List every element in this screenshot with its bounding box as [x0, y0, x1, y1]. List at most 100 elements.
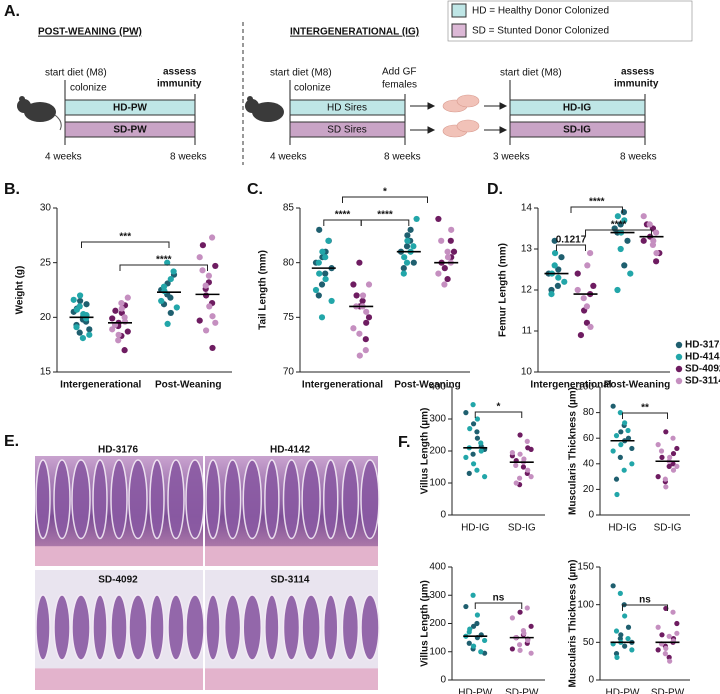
- data-point: [555, 274, 562, 281]
- data-point: [663, 645, 669, 651]
- data-point: [161, 287, 168, 295]
- data-point: [173, 304, 180, 311]
- data-point: [666, 633, 672, 639]
- data-point: [401, 254, 408, 261]
- data-point: [362, 347, 369, 354]
- y-tick-label: 25: [40, 257, 52, 268]
- data-point: [410, 259, 417, 266]
- significance-bracket: [474, 602, 523, 609]
- villus: [282, 594, 301, 661]
- data-point: [674, 620, 680, 627]
- label: start diet (M8): [45, 68, 107, 79]
- y-tick-label: 11: [522, 326, 533, 337]
- data-point: [205, 272, 212, 279]
- cohort-label: SD Sires: [327, 125, 366, 136]
- data-point: [158, 297, 165, 305]
- data-point: [73, 324, 80, 331]
- data-point: [356, 259, 363, 266]
- legend-swatch: [675, 341, 683, 349]
- cohort-bar: [64, 121, 196, 138]
- data-point: [640, 237, 647, 244]
- label: 4 weeks: [270, 152, 307, 163]
- data-point: [614, 491, 620, 498]
- data-point: [610, 448, 616, 454]
- data-point: [650, 237, 657, 244]
- data-point: [86, 326, 93, 333]
- significance-label: ****: [156, 255, 172, 266]
- data-point: [318, 314, 326, 321]
- y-tick-label: 0: [440, 675, 446, 686]
- data-point: [525, 445, 531, 451]
- data-point: [622, 613, 628, 619]
- data-point: [646, 221, 653, 228]
- data-point: [551, 262, 558, 269]
- data-point: [83, 301, 90, 308]
- data-point: [478, 440, 484, 446]
- y-tick-label: 75: [283, 312, 295, 323]
- villus: [35, 459, 51, 540]
- data-point: [444, 254, 452, 261]
- villus: [323, 459, 339, 540]
- data-point: [466, 470, 472, 476]
- panel-label: C.: [247, 181, 263, 198]
- x-tick-label: HD-IG: [461, 523, 490, 534]
- villus: [205, 459, 221, 540]
- villus: [167, 594, 185, 661]
- panel-label: E.: [4, 433, 19, 450]
- data-point: [659, 632, 665, 638]
- villus: [110, 459, 128, 540]
- y-tick-label: 85: [283, 203, 295, 214]
- data-point: [470, 592, 476, 598]
- data-point: [551, 250, 559, 257]
- pup-icons: [442, 94, 480, 138]
- cohort-label: SD-IG: [563, 125, 591, 136]
- data-point: [474, 612, 481, 618]
- data-point: [625, 435, 632, 441]
- data-point: [444, 275, 451, 283]
- y-axis-title: Weight (g): [15, 266, 26, 315]
- x-tick-label: Intergenerational: [530, 380, 611, 391]
- data-point: [509, 450, 515, 456]
- histology: E. HD-3176 HD-4142 SD-4092 SD-3114: [4, 433, 380, 690]
- data-point: [574, 270, 581, 277]
- data-point: [441, 265, 448, 272]
- data-point: [350, 325, 357, 332]
- data-point: [316, 226, 323, 233]
- villus: [92, 594, 108, 661]
- label: 8 weeks: [384, 152, 421, 163]
- data-point: [403, 259, 411, 266]
- y-tick-label: 20: [583, 484, 595, 495]
- mouse-icon: [245, 96, 284, 122]
- y-tick-label: 200: [429, 446, 446, 457]
- data-point: [666, 463, 672, 469]
- data-point: [548, 291, 555, 298]
- data-point: [164, 259, 171, 266]
- data-point: [70, 296, 77, 303]
- villus: [185, 459, 205, 540]
- arrows: [410, 102, 508, 134]
- data-point: [73, 306, 80, 313]
- x-tick-label: Post-Weaning: [604, 380, 670, 391]
- y-tick-label: 300: [429, 590, 446, 601]
- data-point: [670, 435, 676, 441]
- label: 3 weeks: [493, 152, 530, 163]
- legend-label: HD-3176: [685, 340, 720, 351]
- data-point: [470, 623, 477, 629]
- panel-label: B.: [4, 181, 20, 198]
- villus: [205, 594, 221, 661]
- y-tick-label: 50: [583, 637, 595, 648]
- x-tick-label: SD-PW: [505, 688, 539, 694]
- data-point: [655, 624, 661, 630]
- villus: [149, 594, 165, 661]
- data-point: [403, 243, 411, 250]
- label: immunity: [157, 79, 202, 90]
- villus: [149, 459, 165, 540]
- y-tick-label: 80: [283, 257, 295, 268]
- data-point: [655, 474, 661, 480]
- data-point: [115, 337, 122, 344]
- data-point: [663, 429, 669, 435]
- data-point: [653, 250, 660, 257]
- y-axis-title: Villus Length (µm): [420, 408, 431, 495]
- image-label: HD-3176: [98, 445, 138, 456]
- significance-label: **: [641, 403, 649, 414]
